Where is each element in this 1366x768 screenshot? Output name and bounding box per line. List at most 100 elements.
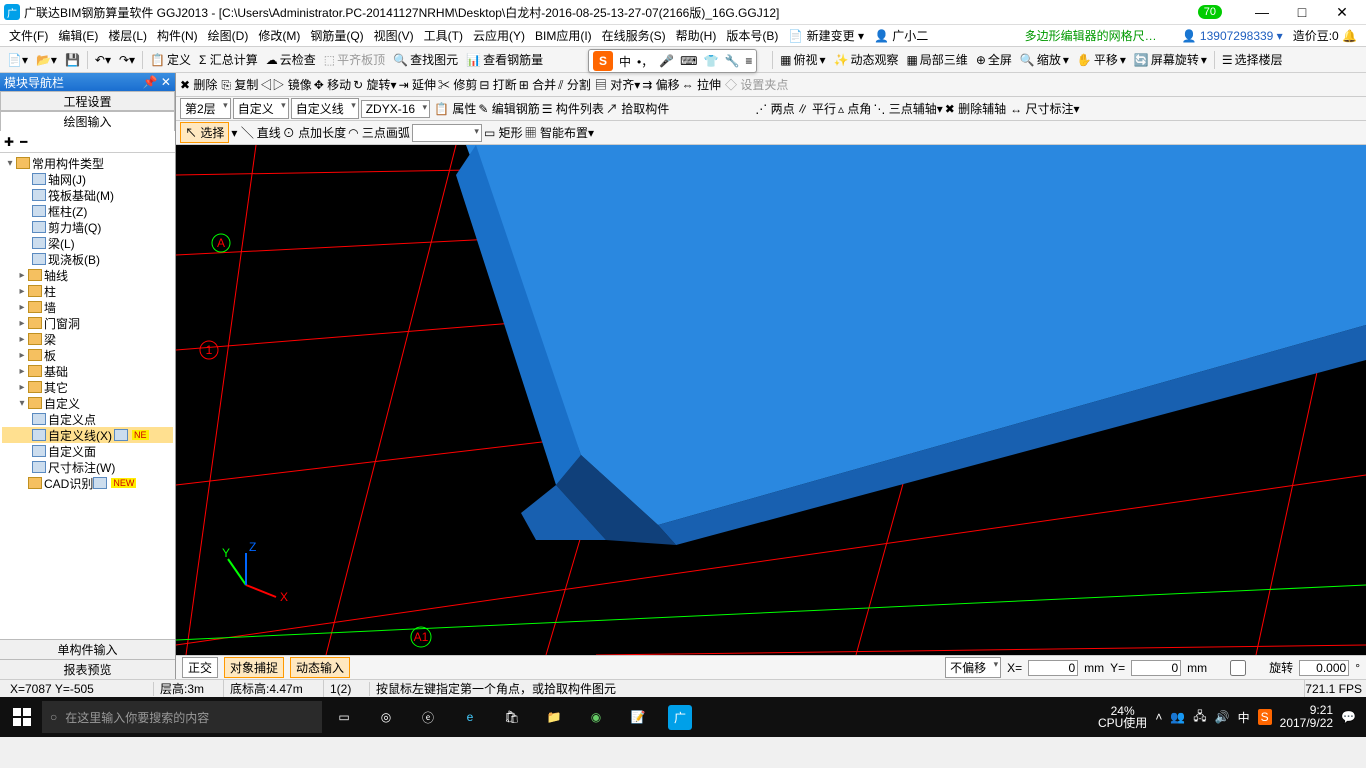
sidebar-tab-project[interactable]: 工程设置 xyxy=(0,91,175,111)
copy-button[interactable]: ⎘ 复制 xyxy=(221,76,258,93)
explorer-icon[interactable]: 📁 xyxy=(534,697,574,737)
ime-skin-icon[interactable]: 👕 xyxy=(704,54,719,68)
tray-people-icon[interactable]: 👥 xyxy=(1170,710,1185,724)
tree-custom-face[interactable]: 自定义面 xyxy=(2,443,173,459)
store-icon[interactable]: 🛍 xyxy=(492,697,532,737)
tree-custom-line[interactable]: 自定义线(X)NE xyxy=(2,427,173,443)
ime-lang[interactable]: 中 xyxy=(619,53,631,70)
line-button[interactable]: ╲ 直线 xyxy=(241,124,280,141)
maximize-button[interactable]: □ xyxy=(1282,4,1322,20)
member-list-button[interactable]: ☰ 构件列表 xyxy=(542,100,604,117)
three-arc-button[interactable]: ◠ 三点画弧 xyxy=(348,124,410,141)
cost-bean[interactable]: 造价豆:0 🔔 xyxy=(1288,27,1362,44)
app-icon-4[interactable]: 📝 xyxy=(618,697,658,737)
ortho-toggle[interactable]: 正交 xyxy=(182,657,218,678)
pick-member-button[interactable]: ↗ 拾取构件 xyxy=(606,100,669,117)
edit-rebar-button[interactable]: ✎ 编辑钢筋 xyxy=(478,100,539,117)
taskbar-search[interactable]: ○ 在这里输入你要搜索的内容 xyxy=(42,701,322,733)
menu-floor[interactable]: 楼层(L) xyxy=(103,27,152,44)
tray-network-icon[interactable]: 🖧 xyxy=(1193,707,1206,728)
point-angle-button[interactable]: ▵ 点角 xyxy=(838,100,871,117)
app-icon-1[interactable]: ◎ xyxy=(366,697,406,737)
menu-view[interactable]: 视图(V) xyxy=(369,27,419,44)
save-icon[interactable]: 💾 xyxy=(62,53,83,67)
tree-other-cat[interactable]: ▸其它 xyxy=(2,379,173,395)
tree-opening-cat[interactable]: ▸门窗洞 xyxy=(2,315,173,331)
new-file-icon[interactable]: 📄▾ xyxy=(4,53,31,67)
tree-custom-cat[interactable]: ▾自定义 xyxy=(2,395,173,411)
remove-icon[interactable]: ━ xyxy=(20,135,27,149)
ime-mic-icon[interactable]: 🎤 xyxy=(659,54,674,68)
trim-button[interactable]: ✂ 修剪 xyxy=(438,76,477,93)
tree-raft[interactable]: 筏板基础(M) xyxy=(2,187,173,203)
menu-modify[interactable]: 修改(M) xyxy=(253,27,305,44)
menu-tools[interactable]: 工具(T) xyxy=(419,27,468,44)
tree-common[interactable]: ▾常用构件类型 xyxy=(2,155,173,171)
rotate-button[interactable]: ↻ 旋转▾ xyxy=(353,76,396,93)
split-button[interactable]: ⫽ 分割 xyxy=(558,76,591,93)
tree-beam[interactable]: 梁(L) xyxy=(2,235,173,251)
local3d-button[interactable]: ▦ 局部三维 xyxy=(903,51,970,68)
tree-grid[interactable]: 轴网(J) xyxy=(2,171,173,187)
select-mode-button[interactable]: ↖ 选择 xyxy=(180,122,229,143)
menu-edit[interactable]: 编辑(E) xyxy=(53,27,103,44)
y-input[interactable] xyxy=(1131,660,1181,676)
dyninput-toggle[interactable]: 动态输入 xyxy=(290,657,350,678)
tree-beam-cat[interactable]: ▸梁 xyxy=(2,331,173,347)
tree-slab[interactable]: 现浇板(B) xyxy=(2,251,173,267)
sidebar-tab-draw[interactable]: 绘图输入 xyxy=(0,111,175,131)
break-button[interactable]: ⊟ 打断 xyxy=(479,76,516,93)
menu-bim[interactable]: BIM应用(I) xyxy=(530,27,597,44)
current-app-icon[interactable]: 广 xyxy=(660,697,700,737)
mirror-button[interactable]: ◁▷ 镜像 xyxy=(260,76,311,93)
cloud-check-button[interactable]: ☁ 云检查 xyxy=(263,51,319,68)
sidebar-tab-report[interactable]: 报表预览 xyxy=(0,659,175,679)
user-button[interactable]: 👤 广小二 xyxy=(869,27,933,44)
rotate-checkbox[interactable] xyxy=(1213,660,1263,676)
floor-combo[interactable]: 第2层 xyxy=(180,98,231,119)
cpu-meter[interactable]: 24%CPU使用 xyxy=(1098,705,1147,729)
pin-icon[interactable]: 📌 ✕ xyxy=(143,75,171,89)
close-button[interactable]: ✕ xyxy=(1322,4,1362,21)
move-button[interactable]: ✥ 移动 xyxy=(314,76,351,93)
taskview-icon[interactable]: ▭ xyxy=(324,697,364,737)
ime-tool-icon[interactable]: 🔧 xyxy=(724,54,739,68)
menu-online[interactable]: 在线服务(S) xyxy=(597,27,671,44)
dimension-button[interactable]: ↔ 尺寸标注▾ xyxy=(1010,100,1079,117)
score-badge[interactable]: 70 xyxy=(1198,5,1222,19)
app-icon-3[interactable]: ◉ xyxy=(576,697,616,737)
edge-icon[interactable]: e xyxy=(450,697,490,737)
tree-slab-cat[interactable]: ▸板 xyxy=(2,347,173,363)
rect-button[interactable]: ▭ 矩形 xyxy=(484,124,523,141)
delete-axis-button[interactable]: ✖ 删除辅轴 xyxy=(945,100,1006,117)
tree-axis-cat[interactable]: ▸轴线 xyxy=(2,267,173,283)
tree-framecol[interactable]: 框柱(Z) xyxy=(2,203,173,219)
minimize-button[interactable]: — xyxy=(1242,4,1282,20)
rebar-qty-button[interactable]: 📊 查看钢筋量 xyxy=(463,51,546,68)
smart-layout-button[interactable]: ▦ 智能布置▾ xyxy=(525,124,594,141)
notification-icon[interactable]: 💬 xyxy=(1341,710,1356,724)
add-icon[interactable]: ✚ xyxy=(4,135,14,149)
align-button[interactable]: ▤ 对齐▾ xyxy=(595,76,640,93)
open-file-icon[interactable]: 📂▾ xyxy=(33,53,60,67)
extend-button[interactable]: ⇥ 延伸 xyxy=(399,76,436,93)
redo-icon[interactable]: ↷▾ xyxy=(116,53,138,67)
fullscreen-button[interactable]: ⊕ 全屏 xyxy=(973,51,1015,68)
ime-menu-icon[interactable]: ≡ xyxy=(745,54,752,68)
tree-foundation-cat[interactable]: ▸基础 xyxy=(2,363,173,379)
category-combo[interactable]: 自定义 xyxy=(233,98,289,119)
app-icon-2[interactable]: ⓔ xyxy=(408,697,448,737)
tree-custom-point[interactable]: 自定义点 xyxy=(2,411,173,427)
flat-button[interactable]: ⬚ 平齐板顶 xyxy=(321,51,388,68)
stretch-button[interactable]: ⇔ 拉伸 xyxy=(682,76,721,93)
sidebar-tab-single[interactable]: 单构件输入 xyxy=(0,639,175,659)
topview-button[interactable]: ▦ 俯视▾ xyxy=(777,51,828,68)
define-button[interactable]: 📋 定义 xyxy=(147,51,194,68)
tray-lang[interactable]: 中 xyxy=(1238,709,1250,726)
three-axis-button[interactable]: ⋱ 三点辅轴▾ xyxy=(873,100,942,117)
delete-button[interactable]: ✖ 删除 xyxy=(180,76,217,93)
tree-dimension[interactable]: 尺寸标注(W) xyxy=(2,459,173,475)
ime-floating-bar[interactable]: S 中 •， 🎤 ⌨ 👕 🔧 ≡ xyxy=(588,49,757,73)
screenrotate-button[interactable]: 🔄 屏幕旋转▾ xyxy=(1131,51,1210,68)
osnap-toggle[interactable]: 对象捕捉 xyxy=(224,657,284,678)
